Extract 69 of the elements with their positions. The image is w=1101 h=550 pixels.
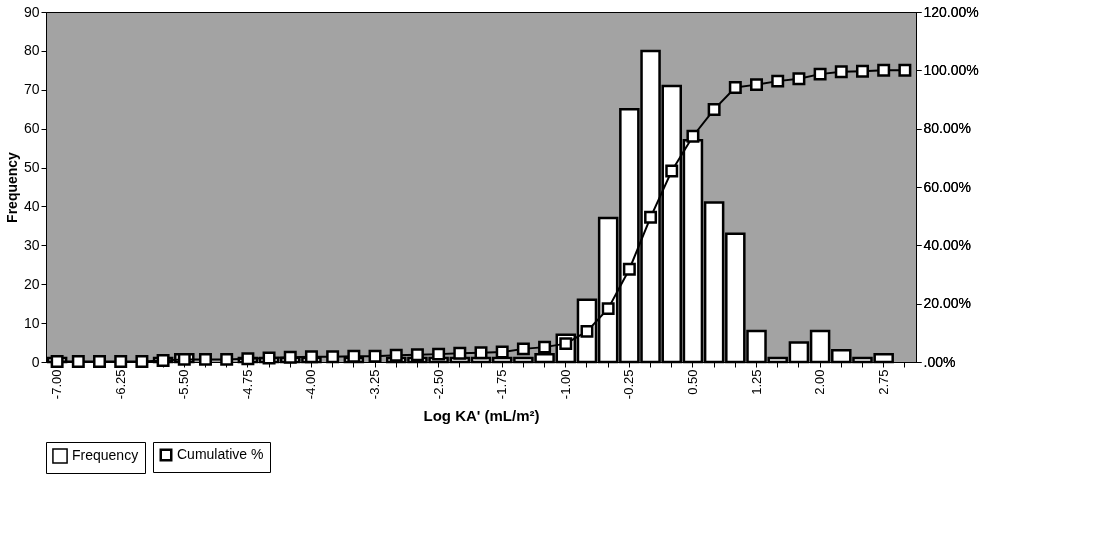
x-tick-label: -4.75	[239, 369, 255, 400]
point	[453, 346, 467, 360]
y-tick-label: 80	[23, 42, 40, 59]
point	[71, 354, 85, 368]
point	[135, 354, 149, 368]
x-tick-label: -2.50	[430, 369, 446, 400]
point	[474, 346, 488, 360]
point	[410, 348, 424, 362]
point	[686, 129, 700, 143]
y-tick-label: 50	[23, 159, 40, 176]
x-tick-label: -6.25	[112, 369, 128, 400]
y-tick-label: 40	[23, 197, 40, 214]
point	[622, 262, 636, 276]
y2-tick-label: 20.00%	[923, 295, 971, 312]
point	[644, 210, 658, 224]
y2-tick-label: 120.00%	[923, 3, 979, 20]
y2-tick-label: .00%	[923, 353, 956, 370]
point	[93, 354, 107, 368]
point	[834, 65, 848, 79]
x-tick-label: -3.25	[367, 369, 383, 400]
y-tick-label: 70	[23, 81, 40, 98]
x-tick-label: -0.25	[621, 369, 637, 400]
point	[898, 63, 912, 77]
y-tick-label: 0	[31, 353, 40, 370]
point	[432, 347, 446, 361]
legend-label: Cumulative %	[177, 446, 264, 462]
point	[665, 164, 679, 178]
x-tick-label: -4.00	[303, 369, 319, 400]
point	[792, 72, 806, 86]
y2-tick-label: 40.00%	[923, 236, 971, 253]
point	[114, 354, 128, 368]
point	[728, 81, 742, 95]
y-tick-label: 10	[23, 314, 40, 331]
y-tick-label: 60	[23, 120, 40, 137]
x-axis-title: Log KA' (mL/m²)	[423, 407, 540, 425]
point	[156, 354, 170, 368]
x-tick-label: 2.75	[875, 369, 891, 395]
y2-tick-label: 100.00%	[923, 61, 979, 78]
point	[855, 64, 869, 78]
point	[241, 352, 255, 366]
y-tick-label: 90	[23, 3, 40, 20]
y-tick-label: 20	[23, 275, 40, 292]
y-tick-label: 30	[23, 236, 40, 253]
point	[877, 63, 891, 77]
point	[516, 342, 530, 356]
x-tick-label: 2.00	[812, 369, 828, 395]
y-axis-title: Frequency	[3, 151, 20, 223]
x-tick-label: 1.25	[748, 369, 764, 395]
y2-tick-label: 60.00%	[923, 178, 971, 195]
point	[771, 74, 785, 88]
point	[813, 67, 827, 81]
x-tick-label: -1.75	[494, 369, 510, 400]
point	[707, 102, 721, 116]
point	[326, 350, 340, 364]
point	[750, 78, 764, 92]
point	[368, 349, 382, 363]
y2-tick-label: 80.00%	[923, 120, 971, 137]
x-tick-label: 0.50	[684, 369, 700, 395]
point	[495, 345, 509, 359]
point	[198, 352, 212, 366]
point	[580, 324, 594, 338]
legend-label: Frequency	[72, 447, 139, 463]
point	[389, 348, 403, 362]
point	[601, 302, 615, 316]
x-tick-label: -1.00	[557, 369, 573, 400]
point	[538, 340, 552, 354]
x-tick-label: -7.00	[49, 369, 65, 400]
point	[220, 352, 234, 366]
x-tick-label: -5.50	[176, 369, 192, 400]
